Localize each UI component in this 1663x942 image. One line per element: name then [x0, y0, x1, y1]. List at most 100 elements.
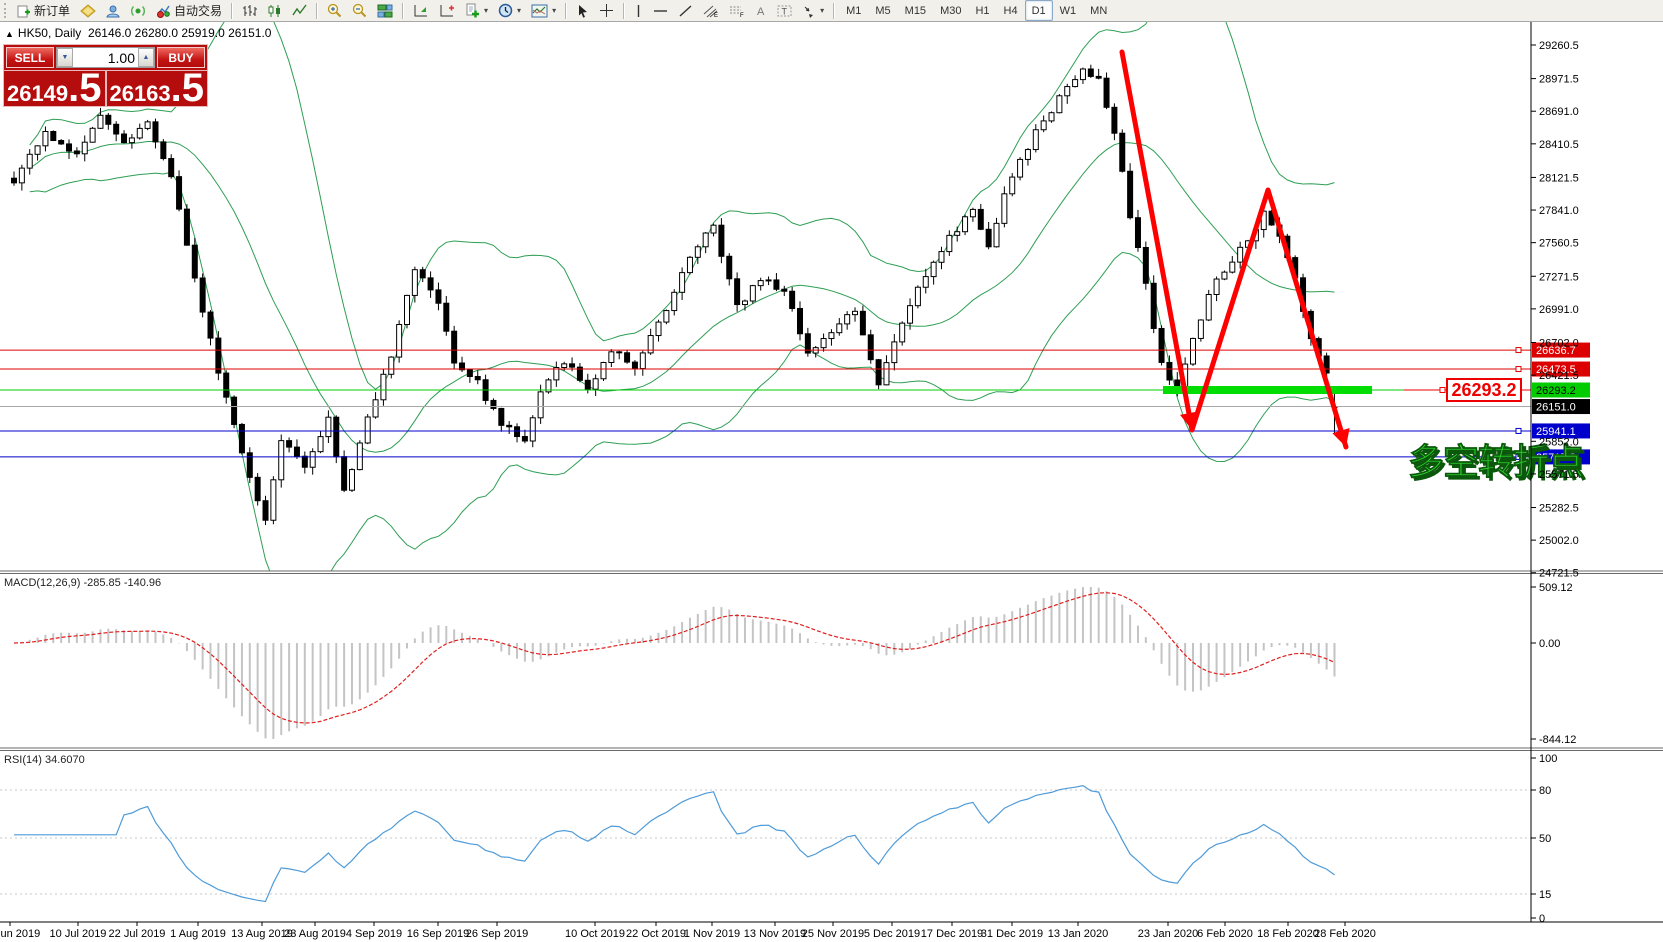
signals-button[interactable] — [126, 0, 151, 21]
template-icon — [531, 4, 548, 17]
cn-label-shadow: 多空转折点 — [1411, 445, 1586, 486]
text-tool-button[interactable]: A — [750, 0, 772, 21]
support-zone-bar[interactable] — [1163, 386, 1372, 395]
equidistant-channel-tool-button[interactable]: E — [698, 0, 724, 21]
candle-body — [1048, 112, 1055, 122]
candle-body — [1111, 106, 1118, 134]
line-handle[interactable] — [1515, 453, 1522, 460]
price-tick-label: 27560.5 — [1539, 238, 1579, 250]
candle-body — [569, 363, 576, 368]
timeframe-mn-button[interactable]: MN — [1090, 4, 1108, 17]
candle-body — [1040, 120, 1047, 131]
timeframe-w1-button[interactable]: W1 — [1059, 4, 1077, 17]
chart-canvas[interactable]: 26636.7 26473.5 26293.2 26151.0 25941.1 25717… — [0, 22, 1663, 942]
candle-body — [718, 224, 725, 257]
candle-body — [1229, 261, 1236, 273]
candle-body — [797, 307, 803, 335]
candle-body — [1072, 79, 1079, 88]
zoom-in-button[interactable] — [322, 0, 347, 21]
trend-arrow-line[interactable] — [1119, 49, 1349, 450]
candle-body — [836, 323, 843, 334]
candle-body — [325, 416, 332, 438]
line-handle[interactable] — [1515, 366, 1522, 373]
cursor-tool-button[interactable] — [571, 0, 594, 21]
volume-decrease-button[interactable]: ▼ — [57, 48, 73, 67]
candle-body — [576, 366, 583, 381]
candle-body — [914, 286, 921, 307]
timeframe-m5-button[interactable]: M5 — [875, 4, 891, 17]
candle-body — [1158, 327, 1165, 363]
candle-body — [844, 314, 851, 325]
trend-arrow-annotation[interactable] — [1119, 49, 1350, 450]
price-tick-label: 26702.0 — [1539, 337, 1579, 349]
crosshair-tool-button[interactable] — [594, 0, 619, 21]
timeframe-h1-button[interactable]: H1 — [975, 4, 990, 17]
rsi-tick-label: 80 — [1539, 785, 1551, 797]
candle-body — [907, 305, 914, 324]
candle-body — [600, 362, 607, 380]
horizontal-line-tool-button[interactable] — [648, 0, 673, 21]
candle-body — [875, 359, 882, 386]
clock-icon — [498, 3, 513, 18]
new-order-button[interactable]: 新订单 — [12, 0, 75, 21]
candle-body — [710, 224, 717, 234]
line-handle[interactable] — [1515, 427, 1522, 434]
trendline-tool-button[interactable] — [673, 0, 698, 21]
candle-body — [624, 352, 631, 363]
text-label-tool-button[interactable]: T — [772, 0, 797, 21]
price-box-handle[interactable] — [1439, 387, 1446, 394]
line-chart-mode-button[interactable] — [287, 0, 312, 21]
price-box-text: 26293.2 — [1451, 380, 1516, 400]
candle-body — [246, 452, 253, 478]
periods-button[interactable]: ▾ — [493, 0, 526, 21]
zoom-out-button[interactable] — [347, 0, 372, 21]
contact-icon — [106, 5, 120, 17]
candle-body — [1032, 129, 1039, 151]
candle-body — [521, 436, 528, 442]
candle-body — [81, 141, 88, 155]
chart-frame — [0, 22, 1663, 923]
price-box-rect[interactable] — [1446, 378, 1522, 402]
price-level-lines[interactable]: 26636.7 26473.5 26293.2 26151.0 25941.1 25717… — [0, 342, 1590, 465]
support-zone-rect[interactable] — [1163, 386, 1372, 395]
line-handle[interactable] — [1515, 347, 1522, 354]
sell-price-dec: .5 — [68, 66, 102, 110]
buy-button[interactable]: BUY — [157, 47, 205, 68]
contacts-button[interactable] — [101, 0, 126, 21]
candle-body — [804, 333, 811, 354]
timeframe-h4-button[interactable]: H4 — [1003, 4, 1018, 17]
timeframe-m30-button[interactable]: M30 — [940, 4, 962, 17]
candlestick-mode-button[interactable] — [262, 0, 287, 21]
candle-body — [938, 251, 945, 263]
timeframe-m15-button[interactable]: M15 — [904, 4, 927, 17]
sell-button[interactable]: SELL — [6, 47, 54, 68]
bar-chart-mode-button[interactable] — [237, 0, 262, 21]
vertical-line-tool-button[interactable] — [629, 0, 648, 21]
candle-body — [26, 153, 33, 169]
indicators-button[interactable]: ▾ — [460, 0, 493, 21]
chart-profile-button[interactable] — [434, 0, 460, 21]
timeframe-m1-button[interactable]: M1 — [846, 4, 862, 17]
cn-label-text[interactable]: 多空转折点 — [1408, 442, 1585, 484]
candle-body — [671, 291, 678, 312]
volume-input[interactable] — [73, 48, 138, 67]
price-box-annotation[interactable]: 26293.2 — [1404, 378, 1531, 402]
candle-body — [1017, 158, 1024, 178]
arrows-tool-button[interactable]: ▾ — [797, 0, 829, 21]
autotrading-button[interactable]: 自动交易 — [151, 0, 227, 21]
timeframe-d1-button[interactable]: D1 — [1024, 0, 1053, 21]
templates-button[interactable]: ▾ — [526, 0, 561, 21]
tile-windows-button[interactable] — [372, 0, 398, 21]
volume-increase-button[interactable]: ▲ — [138, 48, 154, 67]
new-chart-button[interactable] — [408, 0, 434, 21]
fibonacci-tool-button[interactable]: F — [724, 0, 750, 21]
launcher-button[interactable] — [75, 0, 101, 21]
candle-body — [1024, 149, 1031, 160]
price-axis[interactable]: 29260.5 28971.5 28691.0 28410.5 28121.5 27841… — [1531, 40, 1579, 925]
collapse-icon[interactable]: ▲ — [5, 29, 14, 39]
dropdown-caret: ▾ — [552, 6, 557, 15]
toolbar-separator — [833, 2, 836, 19]
candle-body — [891, 341, 898, 364]
